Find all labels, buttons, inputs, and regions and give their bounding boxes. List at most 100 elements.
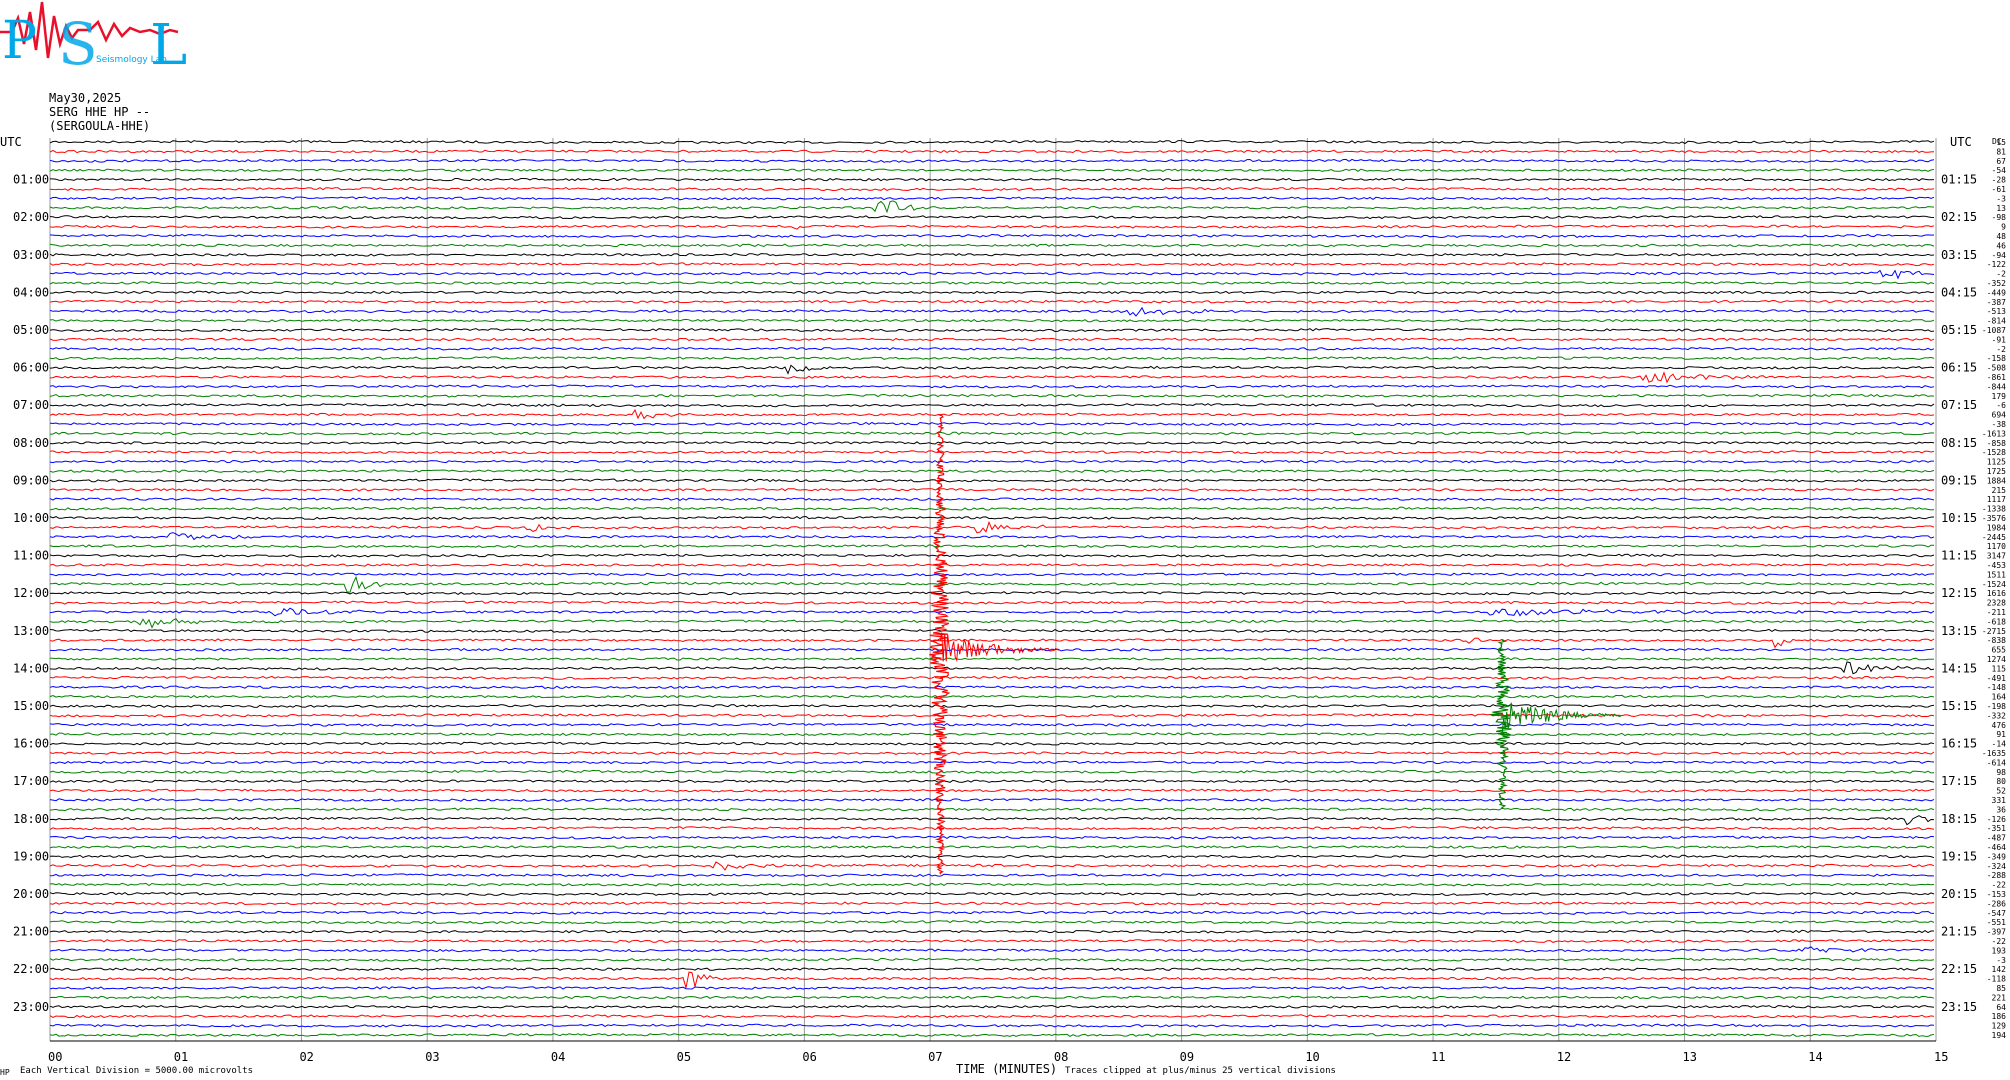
trace-row-67 [49, 769, 1935, 774]
trace-row-89 [49, 971, 1935, 988]
trace-row-15 [49, 281, 1935, 285]
dc-offset-value: -211 [1987, 608, 2006, 617]
trace-row-49 [49, 600, 1935, 605]
x-tick-label: 03 [425, 1050, 439, 1064]
dc-offset-value: 142 [1992, 965, 2007, 974]
right-hour-label: 03:15 [1941, 248, 1977, 262]
trace-row-77 [49, 861, 1935, 871]
trace-row-95 [49, 1033, 1935, 1037]
left-hour-label: 11:00 [13, 549, 49, 563]
dc-offset-value: -198 [1987, 702, 2006, 711]
trace-row-66 [49, 760, 1935, 765]
dc-offset-value: -122 [1987, 260, 2006, 269]
left-hour-label: 23:00 [13, 1000, 49, 1014]
logo-letter-s: S [58, 10, 98, 70]
right-hour-label: 09:15 [1941, 473, 1977, 487]
dc-offset-value: -861 [1987, 373, 2006, 382]
trace-row-48 [49, 591, 1935, 596]
footer-clip-note: Traces clipped at plus/minus 25 vertical… [1065, 1066, 1336, 1076]
quake-coda-1 [1501, 702, 1621, 733]
dc-offset-value: -3 [1996, 956, 2006, 965]
dc-offset-value: 91 [1996, 730, 2006, 739]
dc-offset-value: 3147 [1987, 552, 2006, 561]
trace-row-46 [49, 572, 1935, 577]
trace-row-2 [49, 158, 1935, 163]
dc-offset-value: 215 [1992, 486, 2007, 495]
logo-wave [0, 1, 179, 59]
trace-row-33 [49, 450, 1935, 455]
left-hour-label: 12:00 [13, 586, 49, 600]
x-tick-label: 13 [1683, 1050, 1697, 1064]
dc-offset-value: -286 [1987, 899, 2006, 908]
trace-row-5 [49, 186, 1935, 192]
left-hour-label: 16:00 [13, 737, 49, 751]
dc-offset-value: 46 [1996, 241, 2006, 250]
dc-offset-value: -38 [1992, 420, 2007, 429]
trace-row-56 [49, 661, 1935, 675]
trace-row-70 [49, 798, 1935, 802]
dc-offset-value: 476 [1992, 721, 2007, 730]
dc-offset-value: 2328 [1987, 599, 2006, 608]
time-gridlines [49, 138, 1937, 1042]
trace-row-35 [49, 469, 1935, 473]
trace-row-90 [49, 986, 1935, 990]
trace-row-26 [49, 384, 1935, 389]
right-hour-label: 06:15 [1941, 361, 1977, 375]
left-hour-label: 10:00 [13, 511, 49, 525]
dc-offset-value: 1511 [1987, 570, 2006, 579]
x-tick-label: 10 [1305, 1050, 1319, 1064]
dc-offset-value: 1170 [1987, 542, 2006, 551]
trace-row-41 [49, 520, 1935, 534]
trace-row-12 [49, 253, 1935, 257]
trace-row-72 [49, 815, 1935, 826]
dc-offset-value: -61 [1992, 185, 2007, 194]
dc-offset-labels: 158167-54-28-61-313-9894846-94-122-2-352… [1982, 138, 2006, 1040]
trace-row-10 [49, 233, 1935, 239]
dc-offset-value: -91 [1992, 335, 2007, 344]
trace-row-69 [49, 788, 1935, 793]
trace-row-6 [49, 196, 1935, 201]
trace-row-53 [49, 637, 1935, 649]
right-hour-label: 17:15 [1941, 774, 1977, 788]
dc-offset-value: 85 [1996, 984, 2006, 993]
right-hour-label: 05:15 [1941, 323, 1977, 337]
dc-offset-value: -1338 [1982, 505, 2006, 514]
dc-offset-value: -2 [1996, 270, 2006, 279]
dc-offset-value: -349 [1987, 852, 2006, 861]
seismic-traces [49, 139, 1935, 1037]
right-hour-label: 07:15 [1941, 398, 1977, 412]
right-hour-label: 11:15 [1941, 549, 1977, 563]
dc-offset-value: -1635 [1982, 749, 2006, 758]
left-hour-label: 01:00 [13, 173, 49, 187]
trace-row-21 [49, 337, 1935, 342]
trace-row-83 [49, 920, 1935, 925]
trace-row-39 [49, 506, 1935, 511]
dc-offset-value: -513 [1987, 307, 2006, 316]
x-tick-label: 00 [48, 1050, 62, 1064]
dc-offset-value: 129 [1992, 1022, 2007, 1031]
dc-offset-value: -464 [1987, 843, 2006, 852]
dc-offset-value: -2445 [1982, 533, 2006, 542]
x-tick-label: 02 [299, 1050, 313, 1064]
quake-coda-0 [939, 632, 1059, 663]
right-hour-label: 22:15 [1941, 962, 1977, 976]
trace-row-76 [49, 854, 1935, 859]
left-hour-label: 20:00 [13, 887, 49, 901]
right-hour-label: 15:15 [1941, 699, 1977, 713]
trace-row-54 [49, 647, 1935, 652]
x-tick-label: 14 [1808, 1050, 1822, 1064]
right-hour-label: 10:15 [1941, 511, 1977, 525]
left-hour-label: 18:00 [13, 812, 49, 826]
dc-offset-value: -491 [1987, 674, 2006, 683]
x-tick-label: 15 [1934, 1050, 1948, 1064]
dc-offset-value: -453 [1987, 561, 2006, 570]
dc-offset-value: -2715 [1982, 627, 2006, 636]
right-hour-label: 08:15 [1941, 436, 1977, 450]
trace-row-37 [49, 488, 1935, 492]
trace-row-55 [49, 657, 1935, 661]
dc-offset-value: 1125 [1987, 458, 2006, 467]
trace-row-9 [49, 224, 1935, 230]
dc-offset-value: 1884 [1987, 476, 2006, 485]
dc-offset-value: -94 [1992, 251, 2007, 260]
